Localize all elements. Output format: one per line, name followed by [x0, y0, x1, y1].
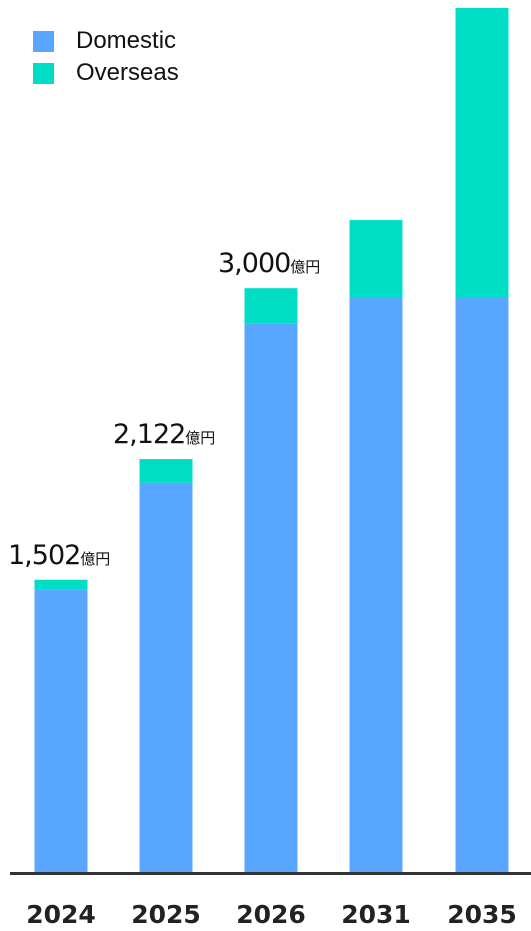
bar-overseas-2025 [139, 459, 193, 483]
total-value: 1,502 [8, 539, 81, 571]
bar-domestic-2024 [34, 589, 88, 872]
x-tick-label-2035: 2035 [447, 900, 517, 929]
legend: Domestic Overseas [33, 25, 179, 89]
x-tick-label-2024: 2024 [26, 900, 96, 929]
legend-item-domestic: Domestic [33, 25, 179, 57]
total-unit: 億円 [185, 429, 216, 448]
total-unit: 億円 [80, 549, 111, 568]
bar-overseas-2031 [349, 220, 403, 298]
legend-swatch-domestic [33, 30, 54, 52]
total-label-2024: 1,502億円 [8, 540, 110, 571]
x-tick-label-2025: 2025 [131, 900, 201, 929]
total-value: 2,122 [113, 419, 186, 451]
legend-label-domestic: Domestic [76, 27, 177, 54]
total-label-2025: 2,122億円 [113, 419, 215, 450]
total-unit: 億円 [290, 258, 321, 277]
x-tick-label-2026: 2026 [236, 900, 306, 929]
x-tick-label-2031: 2031 [341, 900, 411, 929]
legend-label-overseas: Overseas [76, 59, 179, 86]
bar-overseas-2026 [244, 288, 298, 324]
bar-domestic-2026 [244, 323, 298, 872]
total-label-2026: 3,000億円 [218, 248, 320, 279]
total-value: 3,000 [218, 248, 291, 280]
bars-group [34, 8, 509, 873]
bar-domestic-2031 [349, 297, 403, 873]
bar-overseas-2024 [34, 579, 88, 590]
legend-swatch-overseas [33, 62, 54, 84]
bar-domestic-2025 [139, 482, 193, 872]
bar-overseas-2035 [455, 8, 509, 298]
legend-item-overseas: Overseas [33, 57, 179, 89]
bar-domestic-2035 [455, 297, 509, 873]
